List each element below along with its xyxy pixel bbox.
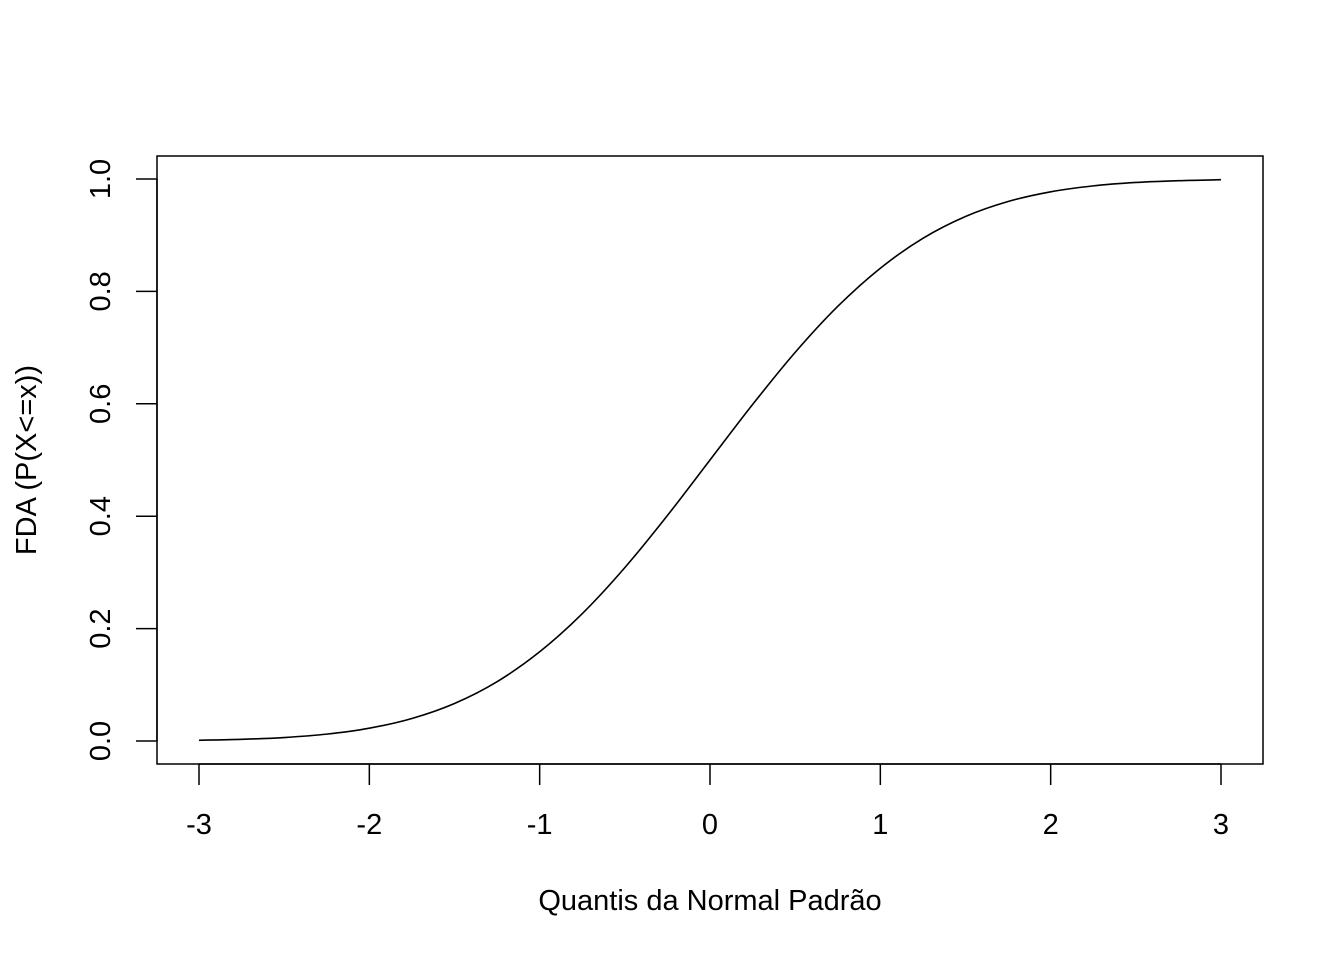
y-tick-label: 0.2 xyxy=(85,608,117,648)
x-tick-label: -2 xyxy=(356,809,382,841)
x-axis: -3 -2 -1 0 1 2 3 xyxy=(186,763,1229,841)
y-tick-label: 0.6 xyxy=(85,384,117,424)
y-axis: 0.0 0.2 0.4 0.6 0.8 1.0 xyxy=(85,159,158,761)
y-tick-label: 0.0 xyxy=(85,721,117,761)
x-tick-label: -3 xyxy=(186,809,212,841)
x-tick-label: -1 xyxy=(527,809,553,841)
y-tick-label: 0.8 xyxy=(85,271,117,311)
y-tick-label: 0.4 xyxy=(85,496,117,536)
x-tick-label: 0 xyxy=(702,809,718,841)
cdf-line xyxy=(198,178,1222,742)
x-tick-label: 1 xyxy=(872,809,888,841)
series-layer xyxy=(198,178,1222,742)
x-tick-label: 2 xyxy=(1043,809,1059,841)
x-tick-label: 3 xyxy=(1213,809,1229,841)
x-axis-title: Quantis da Normal Padrão xyxy=(538,885,881,917)
y-axis-title: FDA (P(X<=x)) xyxy=(11,365,43,555)
y-tick-label: 1.0 xyxy=(85,159,117,199)
